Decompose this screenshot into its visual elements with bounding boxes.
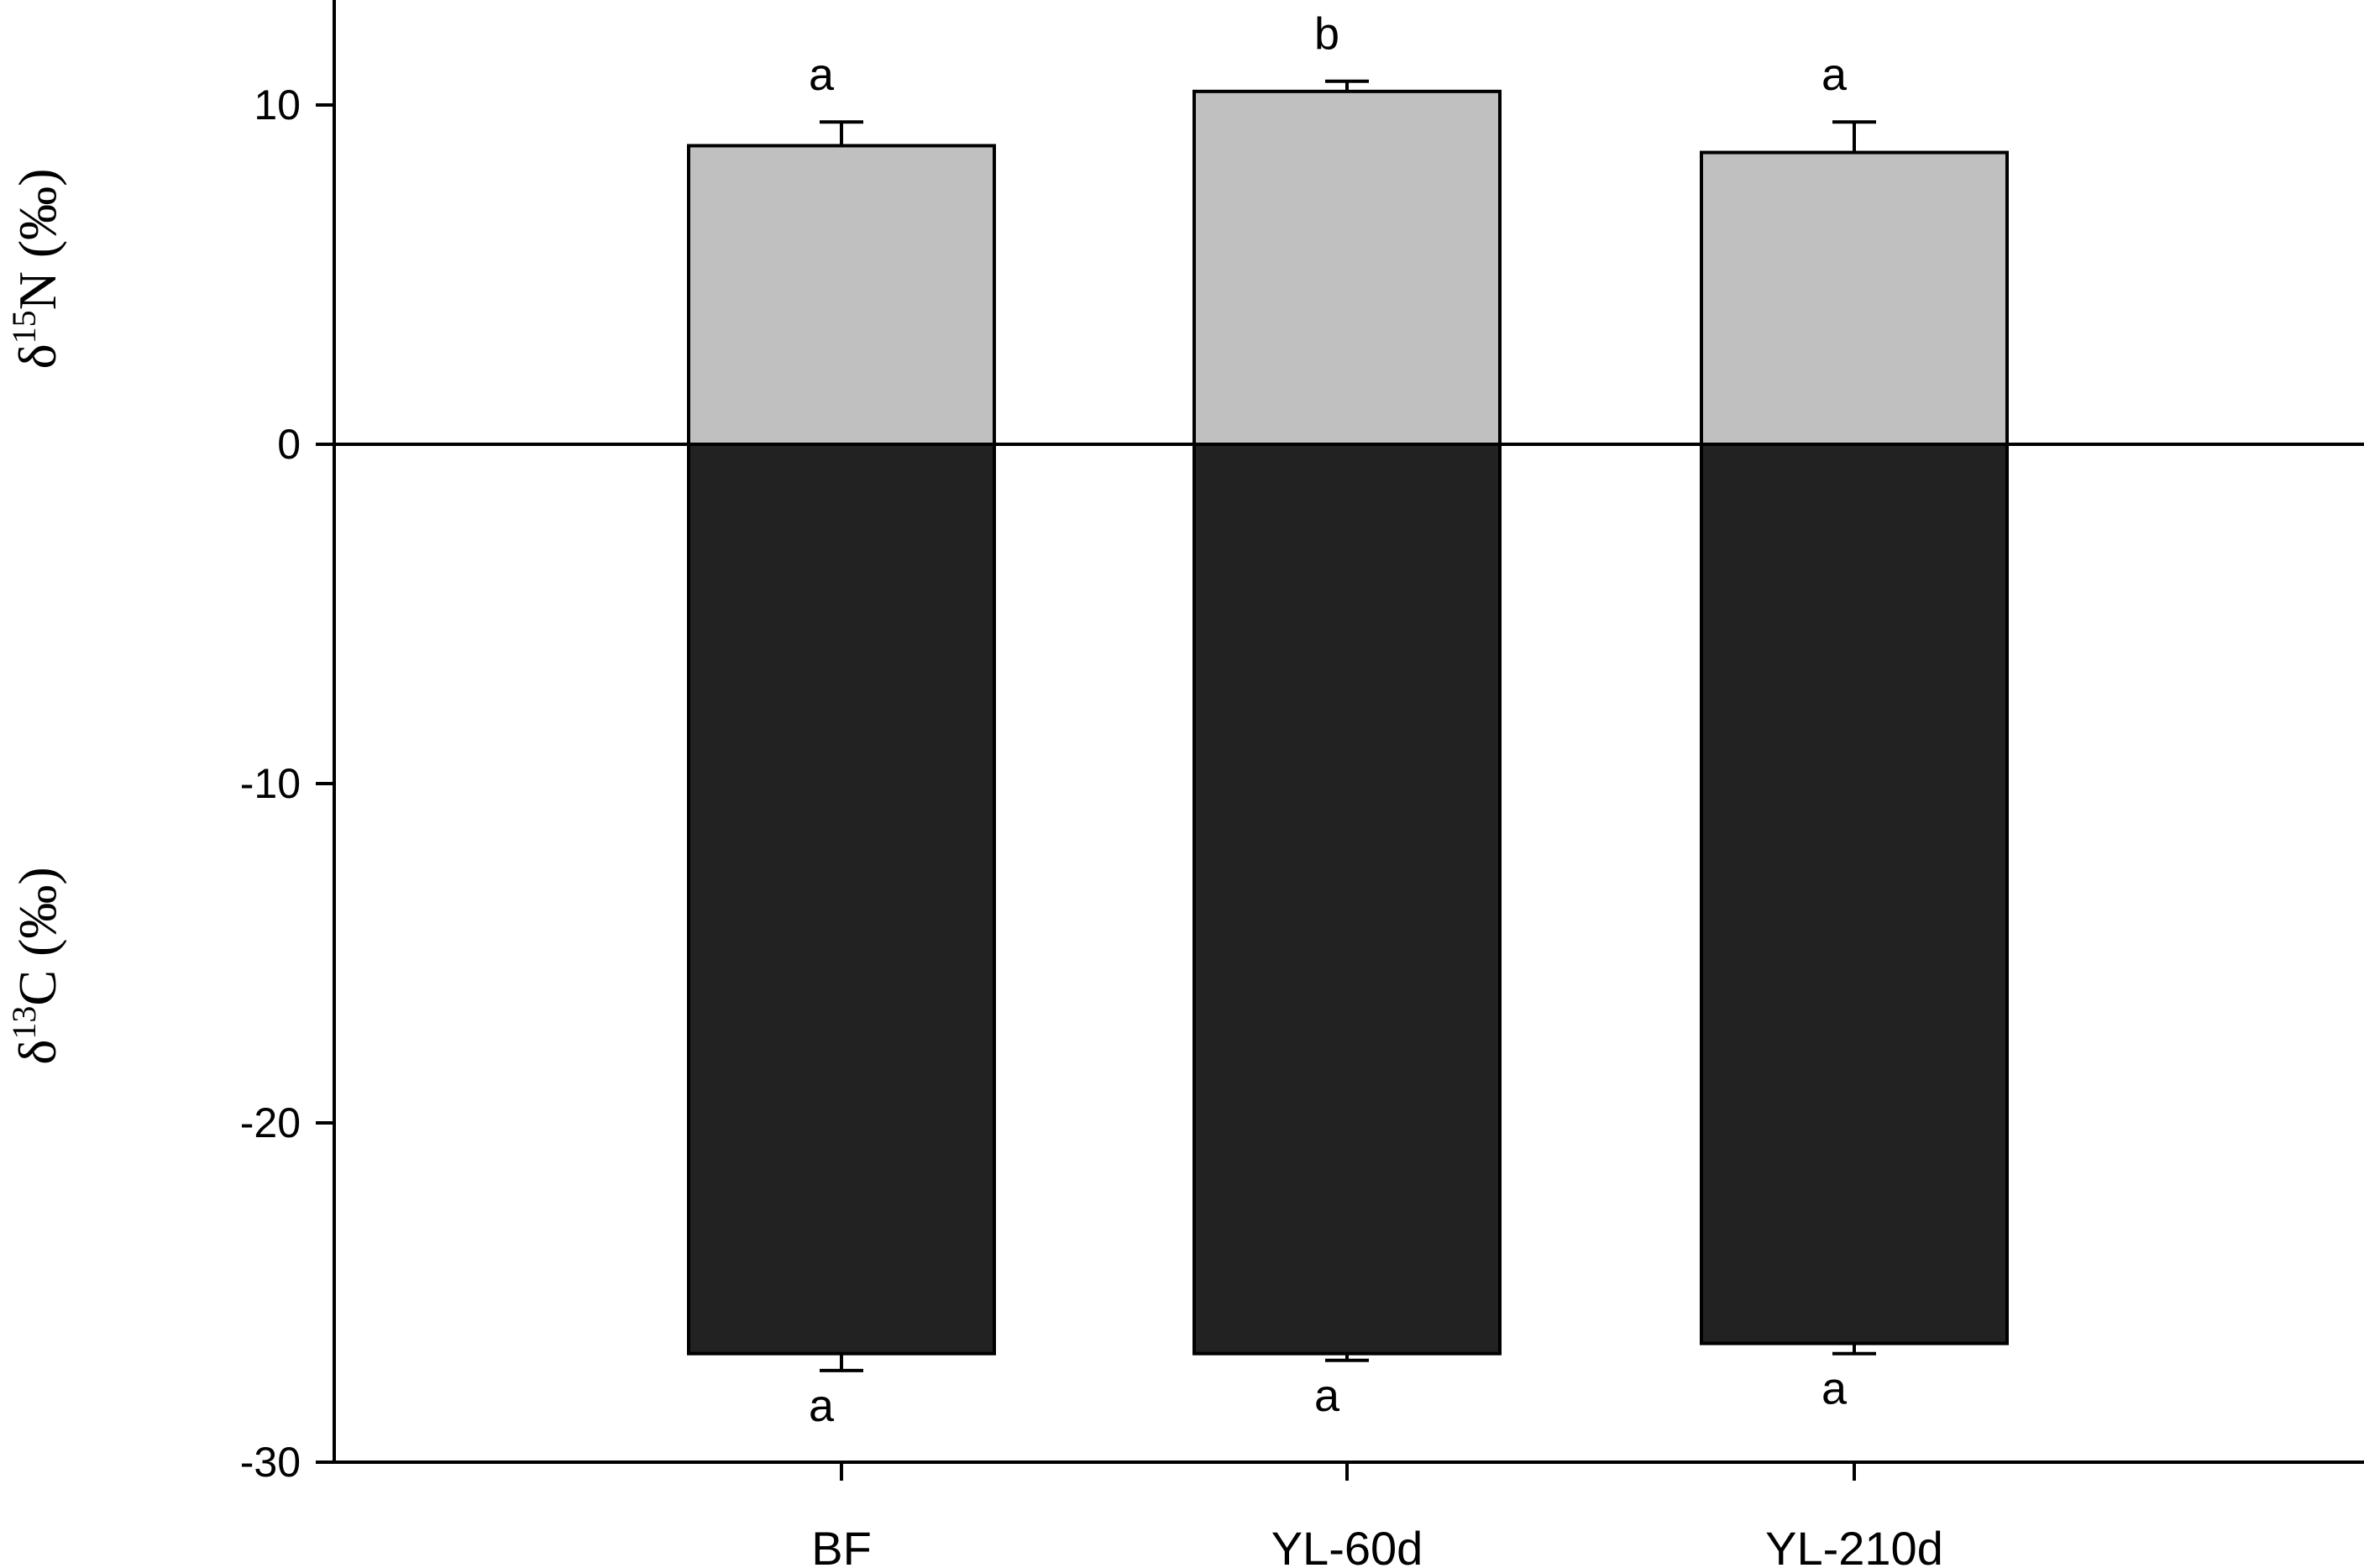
significance-letter: a: [1314, 1371, 1340, 1421]
y-tick-label: -10: [240, 760, 301, 807]
y-tick-label: 0: [277, 421, 301, 468]
significance-labels: a b a a a a: [809, 9, 1848, 1431]
x-tick-label: YL-210d: [1765, 1522, 1943, 1568]
significance-letter: a: [809, 50, 835, 100]
bar-d13c: [1700, 443, 2009, 1345]
bar-d15n: [1700, 150, 2009, 446]
bar-d15n: [687, 144, 996, 446]
y-axis-title-bottom: δ13C (‰): [5, 867, 67, 1064]
bar-d13c: [1192, 443, 1502, 1356]
y-axis-ticks: 10 0 -10 -20 -30: [240, 81, 334, 1486]
y-axis-title-top: δ15N (‰): [5, 169, 67, 370]
significance-letter: a: [1821, 50, 1848, 100]
significance-letter: b: [1314, 9, 1339, 60]
x-tick-label: BF: [811, 1522, 872, 1568]
bar-d13c: [687, 443, 996, 1356]
y-tick-label: -30: [240, 1439, 301, 1486]
error-bars: [820, 79, 1876, 1372]
y-tick-label: -20: [240, 1099, 301, 1146]
x-tick-label: YL-60d: [1271, 1522, 1423, 1568]
significance-letter: a: [809, 1381, 835, 1431]
x-axis-ticks: BF YL-60d YL-210d: [811, 1462, 1943, 1568]
significance-letter: a: [1821, 1364, 1848, 1414]
bar-d15n: [1192, 89, 1502, 446]
y-tick-label: 10: [254, 81, 301, 128]
bars: [687, 89, 2009, 1356]
